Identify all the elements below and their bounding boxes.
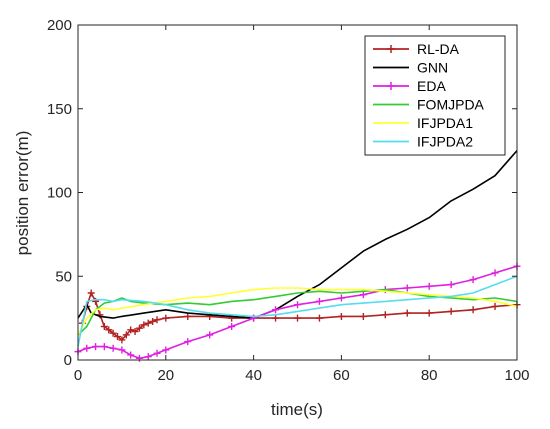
series-ifjpda1: [77, 287, 518, 336]
data-point: [118, 336, 126, 344]
legend-label: EDA: [417, 78, 446, 94]
data-point: [184, 312, 192, 320]
data-point: [131, 328, 139, 336]
data-point: [206, 331, 214, 339]
data-point: [114, 333, 122, 341]
data-point: [127, 351, 135, 359]
legend-label: GNN: [417, 60, 448, 76]
ticks-layer: 0 20 40 60 80 100 0 50 100 150 200: [47, 17, 530, 384]
data-point: [491, 302, 499, 310]
y-axis-label: position error(m): [13, 131, 32, 256]
legend-label: FOMJPDA: [417, 97, 485, 113]
y-tick-label: 200: [47, 17, 72, 34]
legend: RL-DA GNN EDA FOMJPDA IFJPDA1 IFJPDA2: [364, 35, 506, 156]
data-point: [425, 309, 433, 317]
series-eda: [74, 262, 521, 362]
data-point: [359, 291, 367, 299]
data-point: [162, 346, 170, 354]
data-point: [109, 329, 117, 337]
x-tick-label: 40: [245, 367, 262, 384]
data-point: [272, 306, 280, 314]
data-point: [228, 323, 236, 330]
data-point: [153, 349, 161, 357]
legend-marker: [387, 45, 395, 53]
series-line: [77, 287, 518, 336]
data-point: [337, 294, 345, 302]
data-point: [105, 326, 113, 334]
data-point: [109, 344, 117, 352]
data-point: [118, 346, 126, 354]
x-tick-label: 60: [333, 367, 350, 384]
series-ifjpda2: [77, 275, 518, 347]
data-point: [315, 297, 323, 305]
y-tick-label: 150: [47, 101, 72, 118]
y-tick-label: 100: [47, 185, 72, 202]
data-point: [337, 312, 345, 320]
data-point: [92, 343, 100, 351]
legend-label: RL-DA: [417, 41, 460, 57]
x-tick-label: 20: [157, 367, 174, 384]
data-point: [162, 314, 170, 322]
data-point: [87, 289, 95, 297]
data-point: [447, 307, 455, 315]
series-line: [77, 275, 518, 347]
data-point: [425, 282, 433, 290]
data-point: [144, 319, 152, 327]
data-point: [83, 344, 91, 352]
data-point: [294, 301, 301, 309]
data-point: [144, 353, 152, 361]
legend-label: IFJPDA1: [417, 115, 473, 131]
data-point: [127, 326, 135, 334]
data-point: [469, 276, 477, 284]
data-point: [447, 281, 455, 289]
data-point: [403, 284, 411, 292]
data-point: [359, 312, 367, 320]
data-point: [149, 317, 157, 325]
y-tick-label: 50: [55, 268, 72, 285]
legend-box: [364, 35, 506, 156]
data-point: [315, 314, 323, 322]
x-axis-label: time(s): [271, 400, 323, 419]
series-layer: [74, 150, 521, 362]
x-tick-label: 80: [421, 367, 438, 384]
data-point: [294, 314, 301, 322]
data-point: [381, 311, 389, 319]
data-point: [491, 269, 499, 277]
data-point: [184, 338, 192, 346]
data-point: [100, 323, 108, 330]
data-point: [100, 343, 108, 351]
data-point: [153, 316, 161, 324]
y-tick-label: 0: [64, 352, 72, 369]
data-point: [135, 354, 143, 362]
x-tick-label: 0: [74, 367, 82, 384]
data-point: [122, 331, 130, 339]
data-point: [140, 321, 148, 329]
data-point: [403, 309, 411, 317]
legend-label: IFJPDA2: [417, 134, 473, 150]
data-point: [469, 306, 477, 314]
data-point: [272, 314, 280, 322]
x-tick-label: 100: [504, 367, 529, 384]
legend-marker: [387, 82, 395, 90]
data-point: [135, 324, 143, 332]
